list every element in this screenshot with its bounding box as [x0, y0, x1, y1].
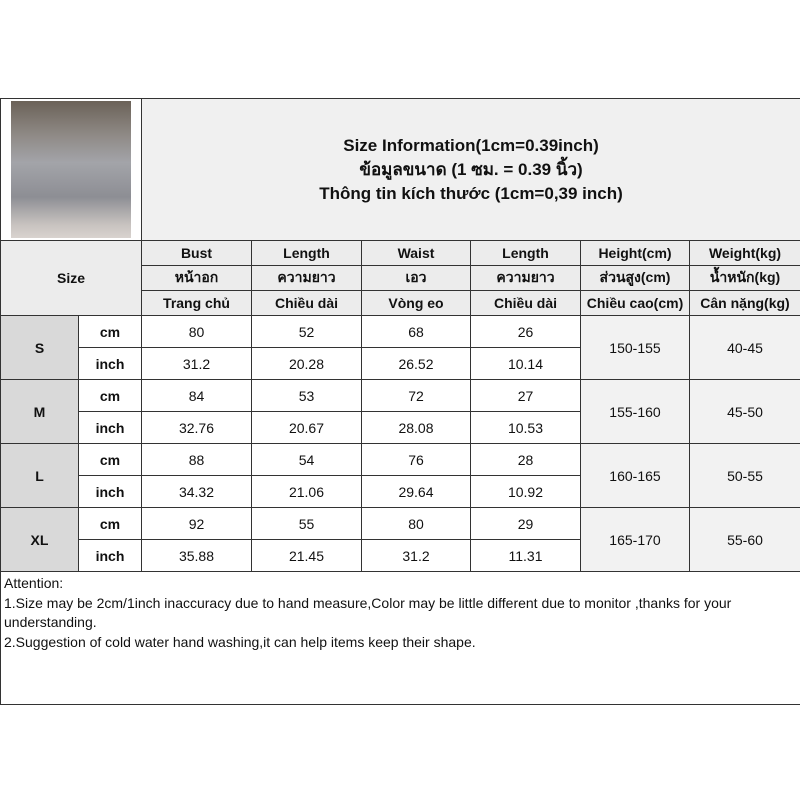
- column-header: Length: [470, 240, 581, 266]
- table-row: inch 34.32 21.06 29.64 10.92: [1, 475, 800, 508]
- measurement-cell: 31.2: [141, 347, 252, 380]
- unit-label: inch: [78, 411, 142, 444]
- column-header: Bust: [141, 240, 252, 266]
- height-range: 160-165: [580, 443, 690, 508]
- column-header: Chiều dài: [470, 290, 581, 316]
- attention-notes: Attention: 1.Size may be 2cm/1inch inaccu…: [0, 571, 800, 705]
- measurement-cell: 54: [251, 443, 362, 476]
- measurement-cell: 28.08: [361, 411, 471, 444]
- measurement-cell: 10.53: [470, 411, 581, 444]
- column-header: Trang chủ: [141, 290, 252, 316]
- column-header: น้ำหนัก(kg): [688, 265, 800, 291]
- column-header: เอว: [361, 265, 471, 291]
- measurement-cell: 20.28: [251, 347, 362, 380]
- unit-label: cm: [78, 443, 142, 476]
- column-header: Vòng eo: [361, 290, 471, 316]
- size-info-title: Size Information(1cm=0.39inch) ข้อมูลขนา…: [140, 98, 800, 241]
- height-range: 155-160: [580, 379, 690, 444]
- column-header: ความยาว: [251, 265, 362, 291]
- measurement-cell: 21.45: [251, 539, 362, 572]
- measurement-cell: 28: [470, 443, 581, 476]
- measurement-cell: 20.67: [251, 411, 362, 444]
- size-chart-table: Size Information(1cm=0.39inch) ข้อมูลขนา…: [0, 98, 800, 705]
- measurement-cell: 34.32: [141, 475, 252, 508]
- title-vi: Thông tin kích thước (1cm=0,39 inch): [319, 183, 623, 203]
- header-row: หน้าอก ความยาว เอว ความยาว ส่วนสูง(cm) น้ำหนั…: [1, 265, 800, 291]
- attention-line: 2.Suggestion of cold water hand washing,…: [4, 633, 476, 650]
- column-header: Waist: [361, 240, 471, 266]
- product-image: [11, 101, 131, 238]
- column-header: ความยาว: [470, 265, 581, 291]
- measurement-cell: 72: [361, 379, 471, 412]
- column-header: Length: [251, 240, 362, 266]
- unit-label: cm: [78, 507, 142, 540]
- column-header: Height(cm): [580, 240, 690, 266]
- column-header: Cân nặng(kg): [688, 290, 800, 316]
- measurement-cell: 53: [251, 379, 362, 412]
- weight-range: 50-55: [688, 443, 800, 508]
- header-row: Size Bust Length Waist Length Height(cm) Weigh…: [0, 240, 800, 316]
- column-header: ส่วนสูง(cm): [580, 265, 690, 291]
- measurement-cell: 29: [470, 507, 581, 540]
- measurement-cell: 31.2: [361, 539, 471, 572]
- measurement-cell: 88: [141, 443, 252, 476]
- measurement-cell: 35.88: [141, 539, 252, 572]
- attention-line: 1.Size may be 2cm/1inch inaccuracy due t…: [4, 594, 732, 631]
- column-header: Weight(kg): [688, 240, 800, 266]
- unit-label: inch: [78, 475, 142, 508]
- table-row: inch 31.2 20.28 26.52 10.14: [1, 347, 800, 380]
- product-photo: [0, 98, 142, 241]
- measurement-cell: 27: [470, 379, 581, 412]
- size-label: S: [0, 315, 79, 380]
- column-header: Chiều dài: [251, 290, 362, 316]
- title-th: ข้อมูลขนาด (1 ซม. = 0.39 นิ้ว): [359, 159, 583, 179]
- measurement-cell: 10.14: [470, 347, 581, 380]
- measurement-cell: 26: [470, 315, 581, 348]
- size-label: XL: [0, 507, 79, 572]
- measurement-cell: 80: [141, 315, 252, 348]
- unit-label: cm: [78, 315, 142, 348]
- measurement-cell: 80: [361, 507, 471, 540]
- weight-range: 45-50: [688, 379, 800, 444]
- measurement-cell: 29.64: [361, 475, 471, 508]
- size-label: L: [0, 443, 79, 508]
- measurement-cell: 10.92: [470, 475, 581, 508]
- title-en: Size Information(1cm=0.39inch): [343, 135, 599, 155]
- table-row: inch 32.76 20.67 28.08 10.53: [1, 411, 800, 444]
- measurement-cell: 55: [251, 507, 362, 540]
- attention-line: Attention:: [4, 575, 64, 591]
- unit-label: inch: [78, 539, 142, 572]
- unit-label: inch: [78, 347, 142, 380]
- weight-range: 40-45: [688, 315, 800, 380]
- measurement-cell: 26.52: [361, 347, 471, 380]
- measurement-cell: 68: [361, 315, 471, 348]
- measurement-cell: 92: [141, 507, 252, 540]
- size-header: Size: [0, 240, 142, 316]
- table-row: XL cm 92 55 80 29 165-170 55-60: [0, 507, 800, 572]
- measurement-cell: 11.31: [470, 539, 581, 572]
- unit-label: cm: [78, 379, 142, 412]
- size-label: M: [0, 379, 79, 444]
- column-header: Chiều cao(cm): [580, 290, 690, 316]
- measurement-cell: 21.06: [251, 475, 362, 508]
- measurement-cell: 84: [141, 379, 252, 412]
- height-range: 165-170: [580, 507, 690, 572]
- header-row: Trang chủ Chiều dài Vòng eo Chiều dài Chiều …: [1, 290, 800, 316]
- column-header: หน้าอก: [141, 265, 252, 291]
- height-range: 150-155: [580, 315, 690, 380]
- measurement-cell: 52: [251, 315, 362, 348]
- weight-range: 55-60: [688, 507, 800, 572]
- measurement-cell: 32.76: [141, 411, 252, 444]
- measurement-cell: 76: [361, 443, 471, 476]
